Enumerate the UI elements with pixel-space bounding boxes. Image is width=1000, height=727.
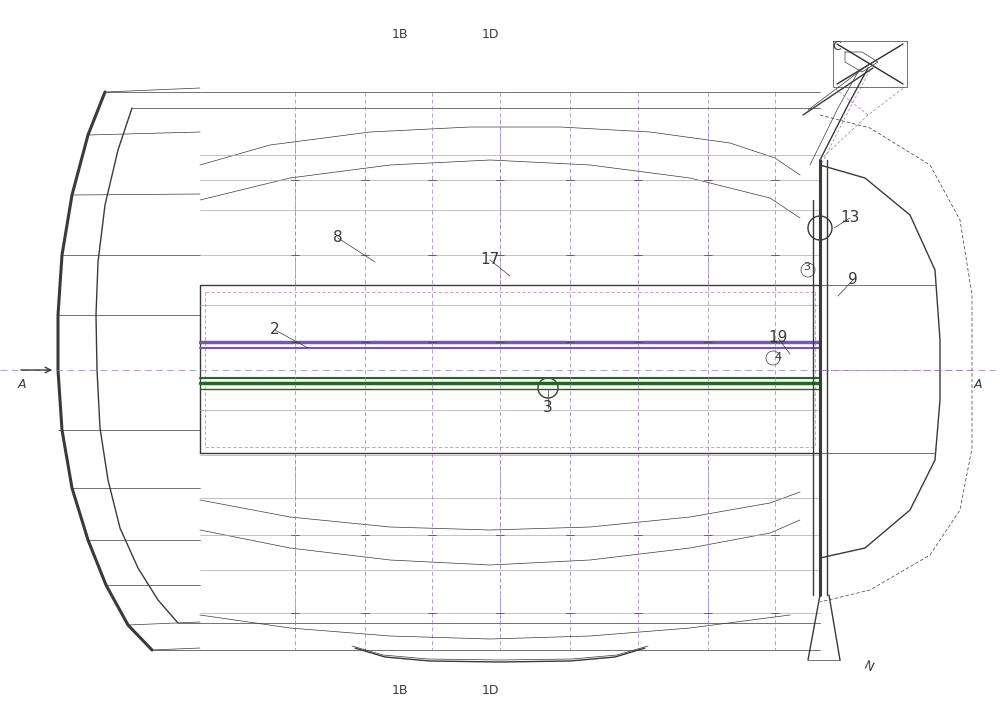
Text: 3: 3 bbox=[543, 401, 553, 416]
Text: 9: 9 bbox=[848, 273, 858, 287]
Text: 8: 8 bbox=[333, 230, 343, 246]
Text: 13: 13 bbox=[840, 211, 860, 225]
Text: 1B: 1B bbox=[392, 683, 408, 696]
Text: 1B: 1B bbox=[392, 28, 408, 41]
Text: A: A bbox=[18, 379, 26, 392]
Text: A: A bbox=[974, 379, 982, 392]
Text: 17: 17 bbox=[480, 252, 500, 268]
Text: N: N bbox=[861, 659, 875, 675]
Text: 19: 19 bbox=[768, 331, 788, 345]
Text: C: C bbox=[833, 41, 841, 54]
Text: 2: 2 bbox=[270, 323, 280, 337]
Text: 3: 3 bbox=[804, 262, 810, 272]
Text: 1D: 1D bbox=[481, 683, 499, 696]
Text: 4: 4 bbox=[774, 352, 782, 362]
Text: 1D: 1D bbox=[481, 28, 499, 41]
